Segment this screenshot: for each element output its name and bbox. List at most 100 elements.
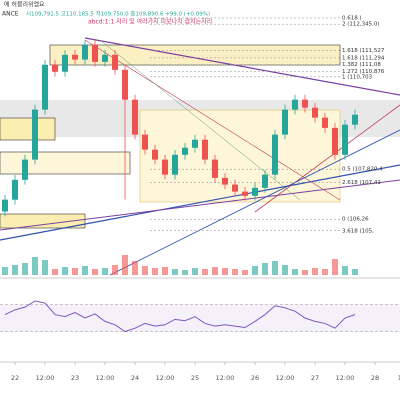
volume-bar (322, 269, 328, 275)
candle-body (122, 69, 128, 100)
volume-bar (2, 267, 8, 275)
candle-body (262, 174, 268, 188)
x-tick-label: 12:00 (96, 374, 115, 382)
volume-bar (122, 255, 128, 275)
x-tick-label: 12:00 (216, 374, 235, 382)
volume-bar (332, 259, 338, 275)
x-tick-label: 28 (371, 374, 379, 382)
candle-body (32, 109, 38, 160)
fib-label: 1.618 (111,527 (342, 48, 385, 54)
rsi-band (0, 304, 400, 332)
volume-bar (102, 268, 108, 275)
volume-bar (232, 269, 238, 275)
volume-bar (42, 260, 48, 275)
x-tick-label: 12:00 (276, 374, 295, 382)
volume-bar (262, 263, 268, 275)
x-tick-label: 25 (191, 374, 199, 382)
fib-label: 0 (106,26 (342, 217, 369, 223)
candle-body (22, 159, 28, 180)
candle-body (172, 154, 178, 175)
candle-body (292, 99, 298, 110)
volume-bar (92, 269, 98, 275)
candle-body (352, 114, 358, 125)
x-tick-label: 27 (311, 374, 319, 382)
volume-bar (252, 266, 258, 275)
ohlc: 시109,791.5 고110,185.5 저109,750.0 종109,89… (26, 10, 210, 18)
candle-body (202, 139, 208, 160)
candle-body (92, 44, 98, 62)
zone-yellow (0, 117, 56, 141)
zone-yellow (0, 213, 86, 229)
candle-body (222, 177, 228, 185)
volume-bar (142, 266, 148, 275)
candle-body (152, 149, 158, 160)
volume-bar (162, 267, 168, 275)
fib-label: 1.272 (110,876 (342, 69, 385, 75)
candle-body (142, 134, 148, 150)
volume-bar (12, 265, 18, 275)
header-line: 에 허블리위엠요 (4, 1, 45, 9)
volume-bar (202, 269, 208, 275)
candle-body (182, 147, 188, 155)
candle-body (2, 199, 8, 212)
x-tick-label: 12:0 (398, 374, 400, 382)
volume-bar (152, 268, 158, 275)
candle-body (52, 64, 58, 72)
volume-bar (52, 269, 58, 275)
x-tick-label: 23 (71, 374, 79, 382)
candle-body (282, 109, 288, 135)
volume-bar (192, 268, 198, 275)
candle-body (332, 127, 338, 155)
volume-bar (272, 261, 278, 275)
volume-bar (312, 268, 318, 275)
candle-body (82, 44, 88, 60)
fib-label: 1.382 (111,08 (342, 62, 381, 68)
x-tick-label: 26 (251, 374, 259, 382)
candle-body (162, 159, 168, 175)
candle-body (232, 184, 238, 192)
volume-bar (222, 268, 228, 275)
candle-body (212, 159, 218, 178)
trendline (84, 37, 400, 96)
trendline (254, 104, 400, 213)
candle-body (12, 179, 18, 200)
trendline (0, 164, 400, 241)
candle-body (72, 54, 78, 60)
candle-body (272, 134, 278, 175)
volume-bar (282, 265, 288, 275)
volume-bar (292, 269, 298, 275)
volume-bar (132, 261, 138, 275)
candle-body (112, 54, 118, 70)
fib-label: 2 (112,345.0) (342, 22, 380, 28)
candle-body (342, 124, 348, 155)
annotation: abcd:1:1 자리 및 여러가지 피보나치 겹치는자리 (88, 18, 212, 26)
volume-bar (172, 269, 178, 275)
x-tick-label: 12:00 (156, 374, 175, 382)
candle-body (102, 54, 108, 62)
volume-bar (62, 267, 68, 275)
volume-bar (342, 266, 348, 275)
zone-yellow (0, 151, 131, 175)
candle-body (62, 54, 68, 72)
fib-label: 3.618 (105, (342, 228, 374, 234)
zone-yellow (139, 109, 341, 203)
volume-bar (242, 270, 248, 275)
volume-bar (182, 270, 188, 275)
x-tick-label: 12:00 (36, 374, 55, 382)
candle-body (42, 64, 48, 110)
trendline (0, 179, 400, 231)
x-tick-label: 12:00 (336, 374, 355, 382)
volume-bar (112, 265, 118, 275)
zone-yellow (49, 44, 341, 66)
volume-bar (82, 266, 88, 275)
trendline (109, 129, 400, 276)
candle-body (132, 99, 138, 135)
volume-bar (72, 268, 78, 275)
fib-label: 1.618 (111,294 (342, 55, 385, 61)
candle-body (322, 117, 328, 128)
volume-bar (212, 267, 218, 275)
fib-label: 2.618 (107,41 (342, 180, 381, 186)
candle-body (252, 187, 258, 196)
fib-label: 0.5 (107,820.4 (342, 167, 383, 173)
trendline (84, 39, 341, 201)
